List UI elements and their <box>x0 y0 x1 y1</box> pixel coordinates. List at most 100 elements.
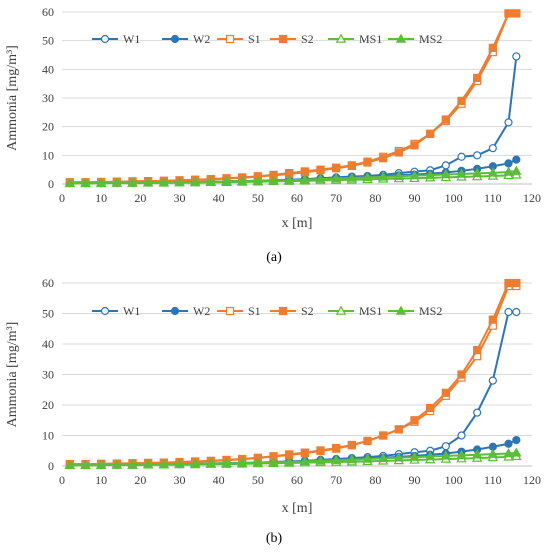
data-point <box>504 307 513 317</box>
data-point <box>512 155 521 164</box>
y-tick-label: 20 <box>42 120 54 134</box>
data-point <box>316 446 325 456</box>
data-point <box>487 167 499 177</box>
x-tick-label: 0 <box>59 191 65 205</box>
data-point <box>394 425 403 434</box>
data-point <box>512 52 521 61</box>
x-tick-label: 110 <box>484 191 502 205</box>
data-point <box>127 459 138 469</box>
data-point <box>441 115 450 124</box>
data-point <box>512 278 521 288</box>
data-point <box>512 9 521 18</box>
x-tick-label: 40 <box>213 191 225 205</box>
panel-label-a: (a) <box>266 250 282 265</box>
legend-marker <box>225 34 235 44</box>
data-point <box>457 431 466 440</box>
x-tick-label: 120 <box>523 191 541 205</box>
x-tick-label: 70 <box>330 473 342 487</box>
data-point <box>363 158 372 167</box>
data-point <box>379 431 388 440</box>
data-point <box>441 161 450 170</box>
x-axis-title: x [m] <box>282 501 313 516</box>
series-MS2 <box>64 165 522 187</box>
x-tick-label: 30 <box>174 191 186 205</box>
legend-marker <box>335 305 347 315</box>
y-tick-label: 50 <box>42 34 54 48</box>
panel-label-b: (b) <box>266 531 283 546</box>
data-point <box>299 174 311 184</box>
data-point <box>332 444 341 453</box>
x-tick-label: 0 <box>59 473 65 487</box>
data-point <box>315 455 326 465</box>
data-point <box>174 176 185 187</box>
legend-label: W1 <box>123 304 140 318</box>
y-tick-label: 10 <box>42 429 54 443</box>
data-point <box>377 171 389 181</box>
y-tick-label: 30 <box>42 368 54 382</box>
data-point <box>503 448 514 458</box>
data-point <box>487 448 499 458</box>
data-point <box>471 449 483 459</box>
x-tick-label: 110 <box>484 473 502 487</box>
data-point <box>394 148 403 157</box>
data-point <box>379 154 388 163</box>
y-tick-label: 0 <box>48 459 54 473</box>
legend-marker <box>100 306 110 316</box>
data-point <box>504 118 513 127</box>
legend: W1 W2 S1 S2 MS1 MS2 <box>92 32 442 46</box>
chart-panel-b: 0 10 20 30 40 50 60 0 10 20 30 40 50 60 70 80 90 100 110 12… <box>5 276 541 516</box>
data-point <box>283 456 295 466</box>
data-point <box>111 177 123 187</box>
data-point <box>347 161 356 171</box>
data-point <box>346 454 358 464</box>
data-point <box>473 408 482 417</box>
x-tick-label: 40 <box>213 473 225 487</box>
data-point <box>456 168 467 178</box>
data-point <box>268 175 279 185</box>
x-tick-label: 70 <box>330 191 342 205</box>
data-point <box>440 169 452 179</box>
legend-label: MS2 <box>419 304 442 318</box>
legend-marker <box>170 306 180 316</box>
data-point <box>95 459 107 469</box>
data-point <box>174 458 185 468</box>
data-point <box>441 388 450 397</box>
data-point <box>189 176 201 186</box>
data-point <box>456 449 467 460</box>
data-point <box>377 452 389 463</box>
data-point <box>111 459 123 469</box>
x-tick-label: 30 <box>174 473 186 487</box>
x-tick-label: 80 <box>369 473 381 487</box>
y-tick-label: 40 <box>42 62 54 76</box>
legend-marker <box>395 305 407 315</box>
data-point <box>268 456 279 467</box>
data-point <box>424 451 436 461</box>
data-point <box>503 166 514 176</box>
x-tick-label: 10 <box>95 473 107 487</box>
data-point <box>127 177 138 187</box>
x-tick-label: 90 <box>409 473 421 487</box>
data-point <box>410 141 419 150</box>
legend-marker <box>335 33 347 43</box>
y-tick-label: 60 <box>42 5 54 19</box>
data-point <box>64 459 76 469</box>
data-point <box>142 459 154 469</box>
y-tick-label: 30 <box>42 91 54 105</box>
data-point <box>316 166 325 175</box>
legend-marker <box>278 306 288 316</box>
legend-label: W2 <box>193 32 210 46</box>
data-point <box>488 376 497 385</box>
x-axis-title: x [m] <box>282 216 313 231</box>
data-point <box>424 169 436 179</box>
chart-panel-a: 0 10 20 30 40 50 60 0 10 20 30 40 50 60 70 80 90 100 110 12… <box>5 5 541 231</box>
data-point <box>95 177 107 187</box>
data-point <box>441 442 450 451</box>
data-point <box>142 177 154 187</box>
data-point <box>346 172 358 182</box>
data-point <box>410 416 419 425</box>
y-tick-label: 10 <box>42 148 54 162</box>
data-point <box>189 458 201 468</box>
data-point <box>236 457 248 467</box>
